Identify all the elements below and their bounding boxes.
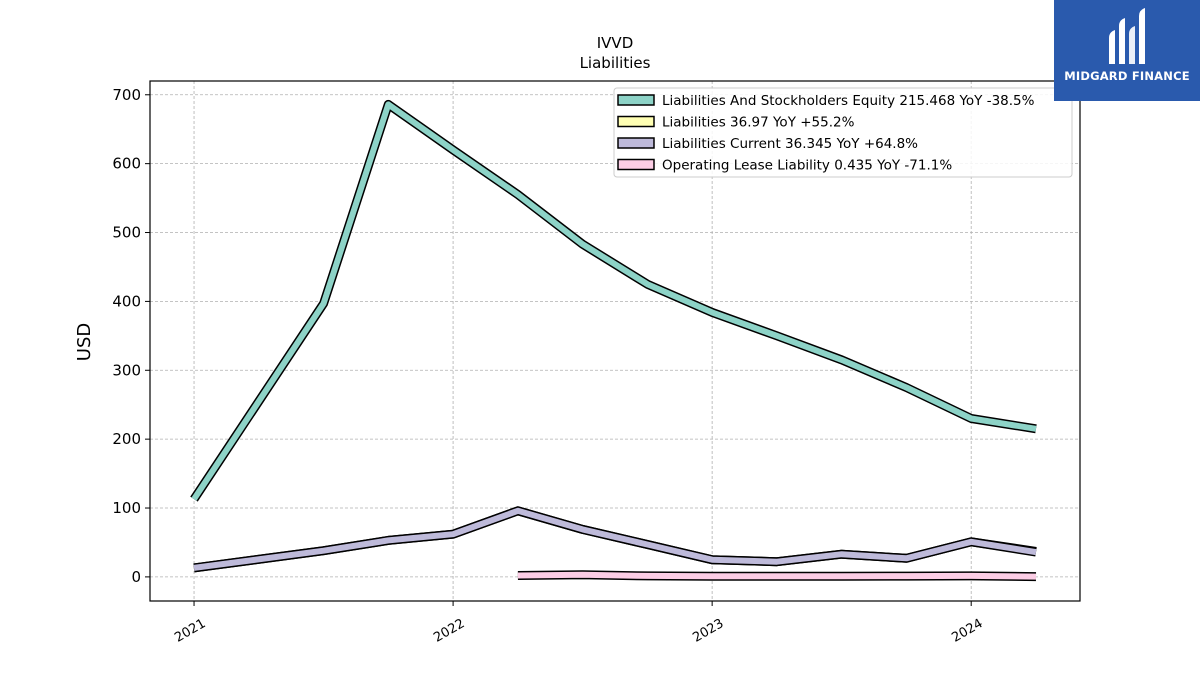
x-tick-label: 2021	[172, 616, 208, 646]
series-lines	[190, 99, 1037, 582]
y-axis: 0 100 200 300 400 500 600 700	[112, 86, 150, 586]
chart-subtitle: Liabilities	[580, 54, 651, 72]
legend-entry-label: Liabilities And Stockholders Equity 215.…	[662, 93, 1035, 109]
x-tick-label: 2023	[690, 616, 726, 646]
series-line-liabilities-current	[193, 507, 1037, 571]
legend: Liabilities And Stockholders Equity 215.…	[613, 87, 1073, 178]
legend-entry-label: Operating Lease Liability 0.435 YoY -71.…	[662, 158, 952, 174]
series-line-liabilities-and-stockholders-equity	[191, 101, 1037, 501]
legend-swatch	[617, 115, 655, 128]
legend-entry-label: Liabilities 36.97 YoY +55.2%	[662, 115, 855, 131]
legend-entry-label: Liabilities Current 36.345 YoY +64.8%	[662, 136, 918, 152]
plot-frame	[149, 80, 1081, 602]
y-tick-label: 600	[112, 155, 141, 173]
legend-frame	[613, 87, 1073, 178]
y-tick-label: 400	[112, 292, 141, 310]
logo-mark-icon	[1109, 8, 1145, 64]
chart-title: IVVD	[597, 34, 634, 52]
x-tick-label: 2022	[431, 616, 467, 646]
y-tick-label: 300	[112, 361, 141, 379]
series-line-operating-lease-liability	[517, 571, 1037, 580]
legend-swatch	[617, 94, 655, 106]
midgard-finance-logo: MIDGARD FINANCE	[1054, 0, 1200, 101]
y-tick-label: 500	[112, 224, 141, 242]
y-tick-label: 200	[112, 430, 141, 448]
logo-text: MIDGARD FINANCE	[1064, 69, 1190, 83]
y-tick-label: 0	[131, 568, 141, 586]
legend-swatch	[617, 158, 655, 171]
legend-swatch	[617, 137, 655, 149]
y-tick-label: 100	[112, 499, 141, 517]
y-axis-label: USD	[74, 323, 95, 361]
x-tick-label: 2024	[949, 616, 985, 646]
x-axis: 2021 2022 2023 2024	[172, 601, 986, 646]
y-tick-label: 700	[112, 86, 141, 104]
